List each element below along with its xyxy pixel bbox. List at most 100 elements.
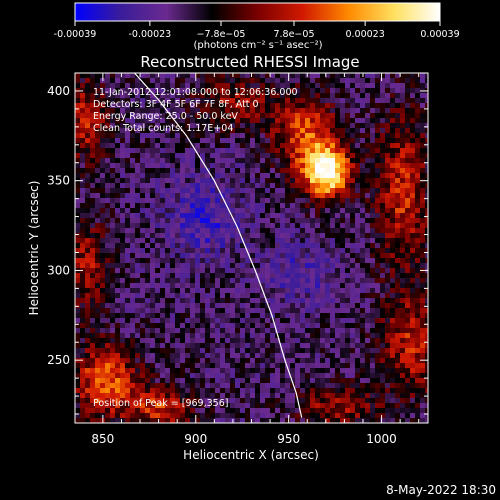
- heatmap-cell: [405, 183, 411, 189]
- heatmap-cell: [270, 278, 276, 284]
- heatmap-cell: [300, 363, 306, 369]
- heatmap-cell: [100, 128, 106, 134]
- heatmap-cell: [315, 248, 321, 254]
- heatmap-cell: [180, 193, 186, 199]
- heatmap-cell: [190, 183, 196, 189]
- heatmap-cell: [100, 223, 106, 229]
- heatmap-cell: [250, 373, 256, 379]
- heatmap-cell: [425, 283, 428, 289]
- heatmap-cell: [270, 318, 276, 324]
- heatmap-cell: [95, 88, 101, 94]
- heatmap-cell: [135, 158, 141, 164]
- heatmap-cell: [315, 268, 321, 274]
- heatmap-cell: [335, 278, 341, 284]
- heatmap-cell: [250, 383, 256, 389]
- heatmap-cell: [150, 258, 156, 264]
- heatmap-cell: [275, 378, 281, 384]
- heatmap-cell: [250, 323, 256, 329]
- heatmap-cell: [210, 78, 216, 84]
- heatmap-cell: [400, 318, 406, 324]
- heatmap-cell: [220, 283, 226, 289]
- heatmap-cell: [310, 353, 316, 359]
- heatmap-cell: [240, 168, 246, 174]
- heatmap-cell: [425, 73, 428, 79]
- heatmap-cell: [240, 248, 246, 254]
- heatmap-cell: [425, 308, 428, 314]
- heatmap-cell: [90, 318, 96, 324]
- heatmap-cell: [375, 103, 381, 109]
- heatmap-cell: [175, 98, 181, 104]
- heatmap-cell: [195, 123, 201, 129]
- heatmap-cell: [240, 243, 246, 249]
- heatmap-cell: [370, 193, 376, 199]
- heatmap-cell: [370, 138, 376, 144]
- heatmap-cell: [365, 393, 371, 399]
- heatmap-cell: [225, 403, 231, 409]
- heatmap-cell: [210, 198, 216, 204]
- heatmap-cell: [290, 108, 296, 114]
- heatmap-cell: [160, 398, 166, 404]
- heatmap-cell: [150, 363, 156, 369]
- heatmap-cell: [110, 128, 116, 134]
- heatmap-cell: [145, 368, 151, 374]
- heatmap-cell: [375, 153, 381, 159]
- heatmap-cell: [355, 158, 361, 164]
- heatmap-cell: [155, 173, 161, 179]
- heatmap-cell: [310, 223, 316, 229]
- heatmap-cell: [230, 328, 236, 334]
- heatmap-cell: [125, 108, 131, 114]
- heatmap-cell: [150, 103, 156, 109]
- heatmap-cell: [105, 293, 111, 299]
- heatmap-cell: [355, 108, 361, 114]
- heatmap-cell: [425, 273, 428, 279]
- heatmap-cell: [240, 138, 246, 144]
- heatmap-cell: [320, 108, 326, 114]
- heatmap-cell: [295, 128, 301, 134]
- heatmap-cell: [390, 228, 396, 234]
- heatmap-cell: [260, 88, 266, 94]
- heatmap-cell: [320, 228, 326, 234]
- heatmap-cell: [130, 128, 136, 134]
- heatmap-cell: [330, 143, 336, 149]
- heatmap-cell: [230, 378, 236, 384]
- heatmap-cell: [285, 148, 291, 154]
- heatmap-cell: [235, 278, 241, 284]
- heatmap-cell: [260, 278, 266, 284]
- heatmap-cell: [360, 268, 366, 274]
- heatmap-cell: [125, 318, 131, 324]
- heatmap-cell: [425, 338, 428, 344]
- heatmap-cell: [215, 78, 221, 84]
- heatmap-cell: [370, 393, 376, 399]
- heatmap-cell: [150, 323, 156, 329]
- heatmap-cell: [90, 133, 96, 139]
- heatmap-cell: [320, 198, 326, 204]
- heatmap-cell: [410, 293, 416, 299]
- heatmap-cell: [370, 293, 376, 299]
- heatmap-cell: [280, 173, 286, 179]
- heatmap-cell: [130, 203, 136, 209]
- heatmap-cell: [370, 288, 376, 294]
- heatmap-cell: [305, 178, 311, 184]
- heatmap-cell: [120, 73, 126, 79]
- heatmap-cell: [80, 218, 86, 224]
- heatmap-cell: [135, 363, 141, 369]
- heatmap-cell: [255, 353, 261, 359]
- heatmap-cell: [360, 358, 366, 364]
- heatmap-cell: [145, 88, 151, 94]
- heatmap-cell: [180, 198, 186, 204]
- heatmap-cell: [230, 298, 236, 304]
- heatmap-cell: [100, 363, 106, 369]
- heatmap-cell: [225, 168, 231, 174]
- heatmap-cell: [285, 308, 291, 314]
- heatmap-cell: [210, 253, 216, 259]
- heatmap-cell: [340, 168, 346, 174]
- heatmap-cell: [125, 263, 131, 269]
- heatmap-cell: [410, 108, 416, 114]
- heatmap-cell: [140, 108, 146, 114]
- heatmap-cell: [370, 313, 376, 319]
- heatmap-cell: [320, 398, 326, 404]
- heatmap-cell: [150, 403, 156, 409]
- heatmap-cell: [155, 373, 161, 379]
- heatmap-cell: [130, 88, 136, 94]
- heatmap-cell: [90, 238, 96, 244]
